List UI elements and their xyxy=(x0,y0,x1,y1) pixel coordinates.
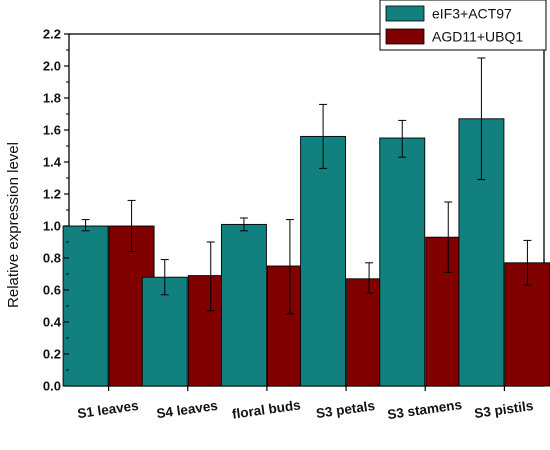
y-tick-label: 0.4 xyxy=(43,315,62,330)
legend-swatch xyxy=(385,5,425,22)
error-bars-group xyxy=(81,57,532,315)
x-tick-label: S3 petals xyxy=(315,398,376,421)
x-tick-label: S3 stamens xyxy=(386,397,462,422)
y-tick-label: 1.2 xyxy=(43,187,61,202)
y-tick-label: 1.0 xyxy=(43,219,61,234)
x-tick-label: S4 leaves xyxy=(156,398,219,421)
bar xyxy=(300,135,347,387)
y-axis-title: Relative expression level xyxy=(5,142,22,308)
bar xyxy=(62,225,109,387)
legend-label: AGD11+UBQ1 xyxy=(432,29,523,45)
y-axis: 0.0 0.2 0.4 0.6 0.8 1.0 1.2 1.4 1.6 1.8 2.0 2.2 xyxy=(43,27,69,394)
legend-swatch xyxy=(385,28,425,45)
y-tick-label: 2.2 xyxy=(43,27,61,42)
x-tick-label: floral buds xyxy=(231,397,301,421)
y-tick-label: 0.0 xyxy=(43,379,61,394)
y-tick-label: 0.6 xyxy=(43,283,61,298)
y-tick-label: 2.0 xyxy=(43,59,61,74)
bar xyxy=(379,137,426,387)
x-tick-label: S3 pistils xyxy=(473,398,534,421)
x-tick-label: S1 leaves xyxy=(76,398,139,421)
bars-group xyxy=(62,118,550,387)
y-tick-label: 1.6 xyxy=(43,123,61,138)
y-tick-label: 0.8 xyxy=(43,251,61,266)
y-tick-label: 0.2 xyxy=(43,347,61,362)
y-tick-label: 1.4 xyxy=(43,155,62,170)
legend-label: eIF3+ACT97 xyxy=(432,6,512,22)
legend: eIF3+ACT97 AGD11+UBQ1 xyxy=(379,0,547,51)
y-tick-label: 1.8 xyxy=(43,91,61,106)
bar xyxy=(141,276,188,387)
bar xyxy=(220,223,267,387)
x-axis: S1 leaves S4 leaves floral buds S3 petals S3… xyxy=(76,386,534,422)
